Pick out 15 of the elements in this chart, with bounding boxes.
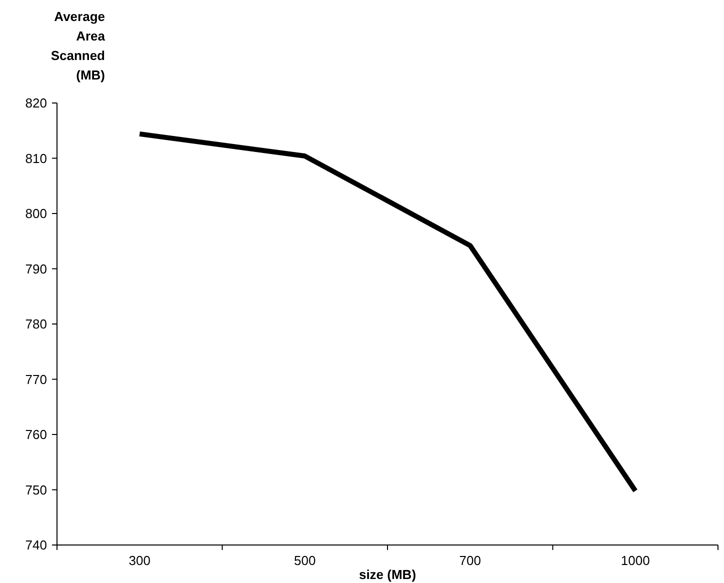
x-tick-label: 500 [294,553,316,568]
y-tick-label: 820 [25,96,47,111]
y-tick-label: 750 [25,482,47,498]
y-tick-label: 740 [25,538,47,553]
y-tick-label: 760 [25,427,47,442]
x-tick-label: 700 [459,553,481,568]
y-tick-label: 810 [25,150,47,166]
y-tick-label: 770 [25,372,47,387]
x-axis-title: size (MB) [358,567,416,582]
y-axis-title: Average Area Scanned (MB) [50,9,106,82]
x-tick-label: 1000 [620,553,650,568]
y-tick-label: 800 [25,206,47,222]
x-tick-label: 300 [128,553,150,568]
y-tick-label: 790 [25,261,47,276]
y-tick-label: 780 [25,316,47,332]
